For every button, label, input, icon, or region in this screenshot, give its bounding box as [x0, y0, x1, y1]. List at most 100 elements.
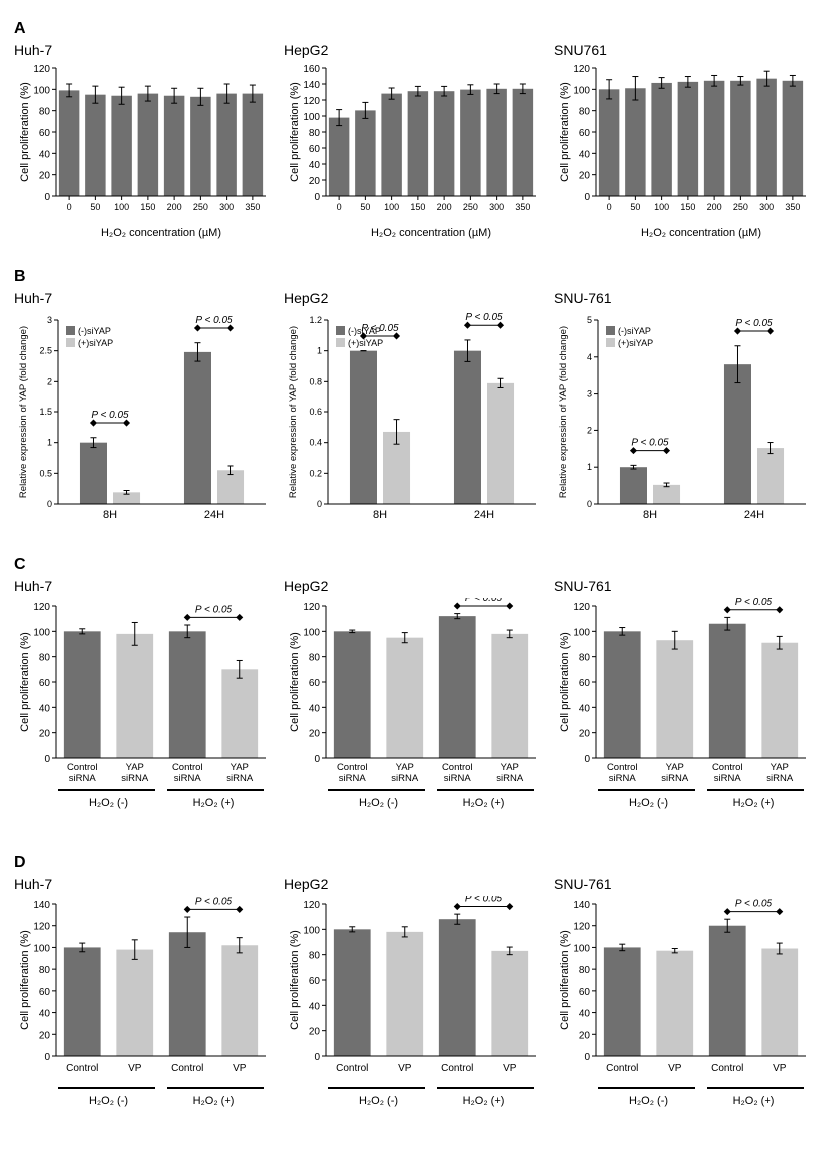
chart-cd: 020406080100120P < 0.05ControlVPControlV…	[284, 896, 542, 1126]
svg-text:0: 0	[44, 754, 50, 765]
svg-text:0: 0	[47, 499, 52, 509]
svg-text:P < 0.05: P < 0.05	[631, 438, 669, 449]
chart-column: SNU7610204060801001200501001502002503003…	[554, 42, 812, 242]
chart-b: 00.20.40.60.811.2P < 0.058HP < 0.0524H(-…	[284, 310, 542, 530]
svg-text:24H: 24H	[204, 509, 224, 521]
svg-text:40: 40	[309, 1001, 321, 1012]
svg-text:20: 20	[39, 729, 51, 740]
svg-text:H₂O₂ concentration (µM): H₂O₂ concentration (µM)	[371, 227, 491, 239]
svg-text:300: 300	[759, 202, 774, 212]
svg-text:20: 20	[579, 1030, 591, 1041]
svg-text:H₂O₂ (-): H₂O₂ (-)	[89, 797, 128, 809]
svg-text:120: 120	[573, 602, 590, 613]
svg-text:0: 0	[44, 192, 50, 203]
chart-column: Huh-7020406080100120P < 0.05ControlsiRNA…	[14, 578, 272, 828]
svg-text:100: 100	[384, 202, 399, 212]
svg-text:200: 200	[167, 202, 182, 212]
svg-text:(-)siYAP: (-)siYAP	[618, 326, 651, 336]
svg-text:Cell proliferation (%): Cell proliferation (%)	[559, 632, 571, 732]
svg-text:P < 0.05: P < 0.05	[465, 312, 503, 323]
chart-column: SNU-761012345P < 0.058HP < 0.0524H(-)siY…	[554, 290, 812, 530]
chart-a: 0204060801001201401600501001502002503003…	[284, 62, 542, 242]
svg-text:H₂O₂ (-): H₂O₂ (-)	[359, 1095, 398, 1107]
svg-text:0.8: 0.8	[309, 376, 322, 386]
svg-text:0: 0	[44, 1052, 50, 1063]
svg-text:0: 0	[314, 754, 320, 765]
svg-text:60: 60	[39, 987, 51, 998]
svg-text:120: 120	[33, 64, 50, 75]
svg-text:siRNA: siRNA	[496, 773, 524, 784]
svg-text:1: 1	[317, 346, 322, 356]
svg-text:siRNA: siRNA	[69, 773, 97, 784]
svg-text:20: 20	[39, 171, 51, 182]
bar	[216, 94, 236, 196]
svg-text:40: 40	[309, 703, 321, 714]
svg-text:20: 20	[579, 729, 591, 740]
svg-text:siRNA: siRNA	[661, 773, 689, 784]
svg-text:24H: 24H	[744, 509, 764, 521]
bar	[513, 89, 533, 196]
svg-text:H₂O₂ (+): H₂O₂ (+)	[463, 797, 505, 809]
svg-text:350: 350	[785, 202, 800, 212]
svg-text:0.2: 0.2	[309, 468, 322, 478]
chart-title: Huh-7	[14, 290, 272, 306]
svg-text:60: 60	[309, 976, 321, 987]
svg-text:350: 350	[245, 202, 260, 212]
svg-text:VP: VP	[668, 1063, 682, 1074]
svg-text:80: 80	[39, 107, 51, 118]
svg-text:120: 120	[573, 64, 590, 75]
bar	[434, 91, 454, 196]
svg-text:0.4: 0.4	[309, 438, 322, 448]
svg-text:H₂O₂ concentration (µM): H₂O₂ concentration (µM)	[641, 227, 761, 239]
svg-text:0: 0	[337, 202, 342, 212]
svg-text:0.6: 0.6	[309, 407, 322, 417]
chart-title: SNU761	[554, 42, 812, 58]
chart-column: HepG2020406080100120P < 0.05ControlVPCon…	[284, 876, 542, 1126]
svg-text:80: 80	[39, 965, 51, 976]
svg-text:siRNA: siRNA	[609, 773, 637, 784]
svg-text:Control: Control	[711, 1063, 743, 1074]
chart-b: 012345P < 0.058HP < 0.0524H(-)siYAP(+)si…	[554, 310, 812, 530]
svg-text:Cell proliferation (%): Cell proliferation (%)	[19, 82, 31, 182]
svg-text:0: 0	[587, 499, 592, 509]
svg-text:siRNA: siRNA	[444, 773, 472, 784]
bar	[783, 81, 803, 196]
svg-text:(+)siYAP: (+)siYAP	[618, 338, 653, 348]
panel-c: C Huh-7020406080100120P < 0.05ControlsiR…	[14, 556, 812, 828]
svg-text:Control: Control	[336, 1063, 368, 1074]
bar	[85, 95, 105, 196]
chart-a: 020406080100120050100150200250300350H₂O₂…	[554, 62, 812, 242]
svg-text:siRNA: siRNA	[226, 773, 254, 784]
svg-text:P < 0.05: P < 0.05	[195, 896, 233, 907]
svg-text:60: 60	[309, 678, 321, 689]
panel-d: D Huh-7020406080100120140P < 0.05Control…	[14, 854, 812, 1126]
svg-text:YAP: YAP	[126, 762, 144, 773]
bar	[111, 96, 131, 196]
svg-text:siRNA: siRNA	[714, 773, 742, 784]
svg-text:80: 80	[579, 107, 591, 118]
svg-text:120: 120	[33, 602, 50, 613]
svg-text:YAP: YAP	[231, 762, 249, 773]
svg-text:40: 40	[39, 1009, 51, 1020]
bar	[59, 90, 79, 196]
svg-text:2: 2	[587, 425, 592, 435]
svg-text:Relative expression of YAP (fo: Relative expression of YAP (fold change)	[18, 326, 29, 498]
svg-text:P < 0.05: P < 0.05	[465, 598, 503, 604]
svg-text:P < 0.05: P < 0.05	[195, 315, 233, 326]
svg-text:siRNA: siRNA	[339, 773, 367, 784]
svg-text:100: 100	[303, 925, 320, 936]
svg-text:100: 100	[573, 85, 590, 96]
svg-text:100: 100	[303, 627, 320, 638]
svg-text:60: 60	[39, 678, 51, 689]
bar	[730, 81, 750, 196]
chart-column: Huh-7020406080100120140P < 0.05ControlVP…	[14, 876, 272, 1126]
svg-text:YAP: YAP	[501, 762, 519, 773]
svg-text:50: 50	[630, 202, 640, 212]
svg-text:Control: Control	[337, 762, 368, 773]
svg-text:VP: VP	[503, 1063, 517, 1074]
svg-text:300: 300	[489, 202, 504, 212]
svg-text:0: 0	[314, 1052, 320, 1063]
svg-text:0: 0	[317, 499, 322, 509]
chart-cd: 020406080100120P < 0.05ControlsiRNAYAPsi…	[14, 598, 272, 828]
svg-text:P < 0.05: P < 0.05	[735, 318, 773, 329]
